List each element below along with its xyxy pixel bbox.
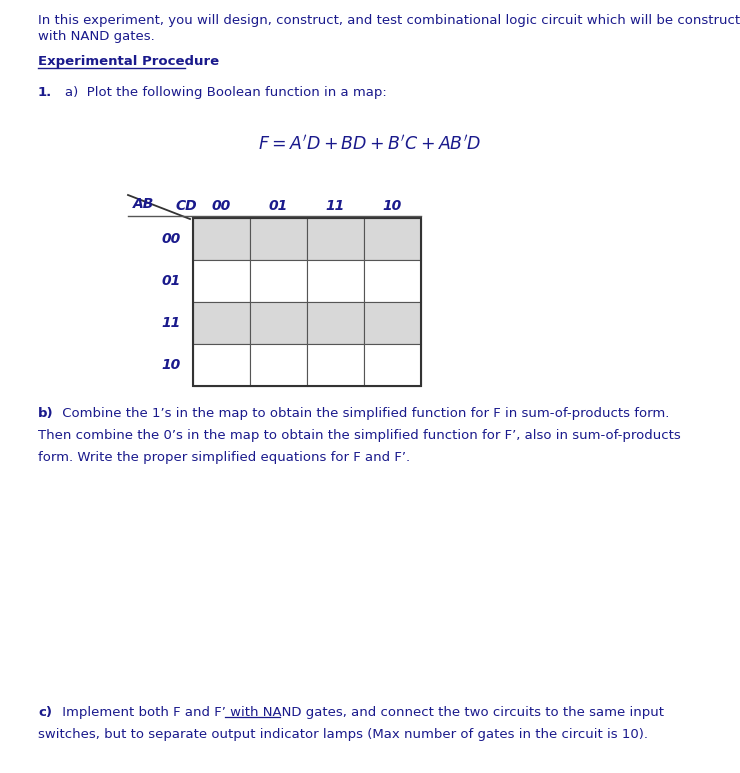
Text: 1.: 1. [38,86,53,99]
Text: 00: 00 [161,232,181,246]
Text: Experimental Procedure: Experimental Procedure [38,55,219,68]
Text: $\mathit{F} = \mathit{A'D} + \mathit{BD} + \mathit{B'C} + \mathit{AB'D}$: $\mathit{F} = \mathit{A'D} + \mathit{BD}… [258,135,482,154]
Bar [307,302,364,344]
Text: c): c) [38,706,52,719]
Bar [193,260,250,302]
Bar [250,302,307,344]
Text: Combine the 1’s in the map to obtain the simplified function for F in sum-of-pro: Combine the 1’s in the map to obtain the… [58,407,670,420]
Text: switches, but to separate output indicator lamps (Max number of gates in the cir: switches, but to separate output indicat… [38,728,648,741]
Text: AB: AB [133,197,155,211]
Text: 11: 11 [326,199,345,213]
Text: CD: CD [175,199,197,213]
Text: 10: 10 [161,358,181,372]
Text: 01: 01 [161,274,181,288]
Text: Then combine the 0’s in the map to obtain the simplified function for F’, also i: Then combine the 0’s in the map to obtai… [38,429,681,442]
Bar [307,260,364,302]
Bar [307,344,364,386]
Bar [193,218,421,386]
Text: 11: 11 [161,316,181,330]
Bar [364,260,421,302]
Text: with NAND gates.: with NAND gates. [38,30,155,43]
Bar [250,344,307,386]
Bar [364,218,421,260]
Bar [250,218,307,260]
Bar [193,302,250,344]
Bar [307,218,364,260]
Text: In this experiment, you will design, construct, and test combinational logic cir: In this experiment, you will design, con… [38,14,740,27]
Bar [193,344,250,386]
Text: 00: 00 [212,199,231,213]
Text: b): b) [38,407,53,420]
Bar [364,344,421,386]
Text: form. Write the proper simplified equations for F and F’.: form. Write the proper simplified equati… [38,451,410,464]
Bar [250,260,307,302]
Text: Implement both F and F’ with NAND gates, and connect the two circuits to the sam: Implement both F and F’ with NAND gates,… [58,706,664,719]
Bar [193,218,250,260]
Bar [364,302,421,344]
Text: 10: 10 [383,199,402,213]
Text: a)  Plot the following Boolean function in a map:: a) Plot the following Boolean function i… [65,86,387,99]
Text: 01: 01 [269,199,288,213]
